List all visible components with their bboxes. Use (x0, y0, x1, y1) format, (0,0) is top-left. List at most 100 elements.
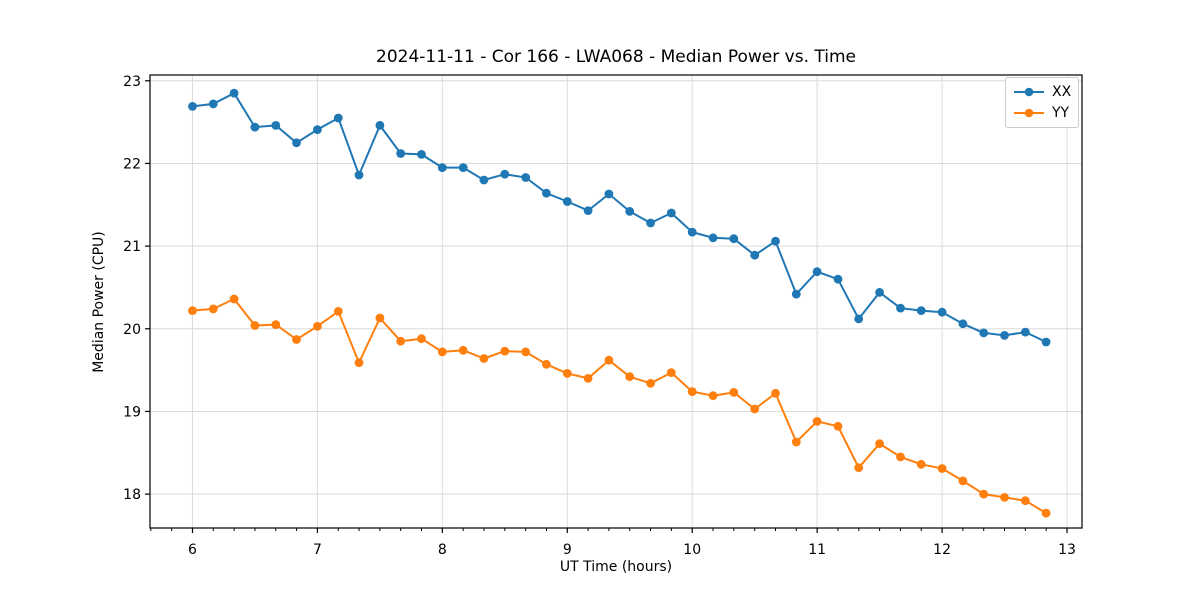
series-xx-marker (1000, 331, 1009, 340)
series-yy-marker (229, 294, 239, 304)
series-yy-marker (875, 439, 884, 449)
x-tick-label: 9 (563, 542, 572, 558)
series-xx-marker (208, 99, 218, 109)
series-xx-marker (875, 288, 884, 297)
series-yy-marker (729, 388, 739, 397)
series-yy-marker (417, 334, 426, 344)
series-xx-marker (937, 307, 947, 317)
series-xx-marker (583, 206, 593, 216)
legend: XX YY (1005, 77, 1079, 128)
series-xx-marker (292, 138, 301, 148)
y-tick-label: 22 (123, 156, 141, 172)
series-xx-marker (666, 208, 676, 218)
x-tick-label: 13 (1058, 542, 1076, 558)
series-xx-marker (313, 125, 322, 134)
legend-item-yy: YY (1013, 104, 1071, 122)
series-yy-marker (271, 320, 281, 329)
legend-key-yy-icon (1014, 108, 1044, 118)
series-xx-marker (625, 207, 635, 216)
series-yy-marker (666, 368, 676, 377)
series-yy-marker (396, 336, 406, 346)
series-xx-marker (896, 303, 905, 313)
legend-label-yy: YY (1052, 105, 1070, 121)
legend-key-marker-icon (1024, 87, 1034, 97)
series-xx-marker (1021, 327, 1030, 337)
series-xx-marker (771, 236, 780, 246)
series-yy-marker (916, 459, 926, 469)
series-yy-marker (458, 345, 468, 355)
y-axis-label: Median Power (CPU) (91, 231, 107, 373)
y-tick-label: 21 (123, 239, 141, 255)
x-tick-label: 7 (313, 542, 322, 558)
series-yy-marker (646, 378, 655, 388)
series-yy-marker (562, 369, 572, 378)
series-xx-marker (417, 150, 426, 159)
series-xx-marker (458, 163, 468, 173)
series-xx-marker (354, 170, 364, 180)
y-tick-label: 20 (123, 322, 141, 338)
y-tick-label: 23 (123, 74, 141, 90)
series-yy-marker (854, 463, 864, 473)
series-xx-marker (188, 102, 197, 111)
series-xx-marker (812, 267, 822, 277)
series-yy-marker (292, 335, 301, 344)
series-xx-marker (833, 274, 843, 284)
series-xx-marker (479, 175, 489, 185)
series-yy-marker (708, 391, 718, 401)
series-xx-marker (958, 319, 968, 329)
chart-title: 2024-11-11 - Cor 166 - LWA068 - Median P… (376, 47, 856, 67)
series-yy-marker (1000, 493, 1009, 502)
series-xx-marker (333, 113, 343, 123)
series-yy-marker (896, 452, 905, 462)
series-yy-marker (188, 306, 197, 315)
series-yy-marker (687, 387, 697, 396)
series-yy-marker (313, 321, 322, 331)
series-xx-marker (750, 250, 760, 260)
series-yy-marker (521, 347, 531, 357)
y-tick-label: 18 (123, 487, 141, 503)
legend-item-xx: XX (1013, 83, 1071, 101)
series-yy-marker (250, 321, 260, 330)
series-xx-marker (687, 227, 697, 237)
series-xx-marker (729, 234, 739, 244)
series-xx-marker (375, 121, 385, 130)
series-yy-marker (333, 307, 343, 316)
legend-label-xx: XX (1052, 84, 1072, 100)
series-xx-marker (854, 314, 864, 324)
series-yy-marker (979, 489, 989, 499)
series-xx-marker (229, 88, 239, 98)
series-xx-marker (791, 289, 801, 299)
series-yy-marker (791, 437, 801, 447)
y-tick-label: 19 (123, 404, 141, 420)
x-tick-label: 8 (438, 542, 447, 558)
series-yy-marker (542, 359, 551, 369)
series-yy-marker (500, 346, 510, 356)
series-yy-marker (479, 354, 489, 363)
series-yy-marker (958, 476, 968, 486)
series-yy-marker (437, 347, 447, 357)
series-yy-marker (812, 417, 822, 426)
series-xx-marker (979, 328, 989, 338)
series-xx-marker (604, 189, 614, 199)
series-xx-marker (521, 173, 531, 182)
series-xx-marker (542, 188, 551, 198)
series-xx-marker (562, 197, 572, 206)
series-yy-marker (1021, 496, 1030, 506)
x-tick-label: 11 (808, 542, 826, 558)
series-xx-marker (916, 306, 926, 315)
x-tick-label: 12 (933, 542, 951, 558)
series-xx-marker (1041, 337, 1051, 347)
series-xx-marker (250, 122, 260, 132)
series-yy-marker (937, 464, 947, 473)
series-xx-marker (396, 149, 406, 158)
series-yy-marker (208, 304, 218, 314)
series-yy-marker (375, 313, 385, 323)
series-yy-marker (771, 388, 780, 398)
series-xx-marker (500, 169, 510, 179)
legend-key-marker-icon (1024, 108, 1034, 118)
series-yy-marker (1041, 508, 1051, 518)
series-yy-marker (604, 355, 614, 365)
series-yy-marker (750, 404, 760, 414)
